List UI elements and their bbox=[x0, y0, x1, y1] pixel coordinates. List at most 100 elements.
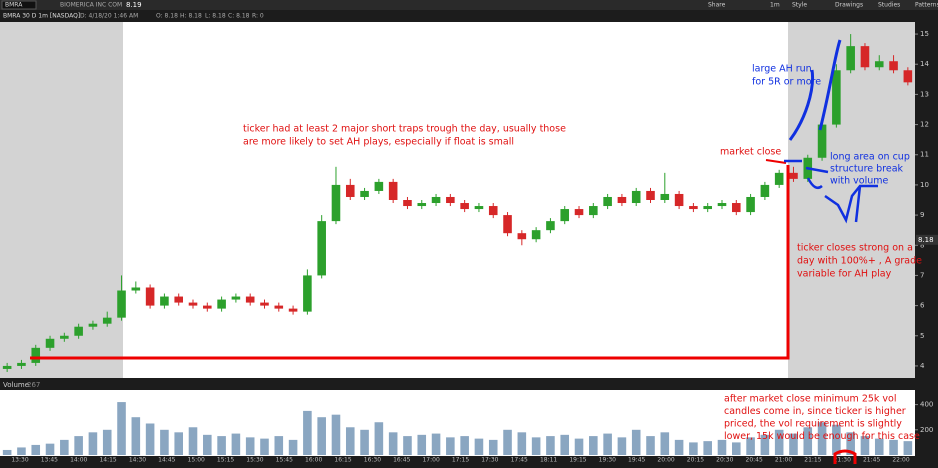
volume-bar bbox=[231, 433, 241, 455]
candle-body bbox=[889, 61, 898, 71]
annotation: are more likely to set AH plays, especia… bbox=[243, 137, 514, 148]
candle-body bbox=[689, 206, 698, 210]
candle-body bbox=[589, 206, 598, 216]
candle-body bbox=[631, 190, 641, 204]
volume-value: 267 bbox=[27, 381, 40, 389]
candle-body bbox=[732, 203, 741, 213]
toolbar-button[interactable]: Style bbox=[792, 2, 807, 9]
y-tick-label: 5 bbox=[920, 332, 924, 340]
x-tick-label: 16:00 bbox=[305, 457, 322, 464]
volume-bar bbox=[102, 429, 112, 455]
candle-body bbox=[560, 209, 570, 222]
annotation: after market close minimum 25k vol bbox=[724, 394, 897, 405]
volume-bar bbox=[560, 434, 570, 455]
annotation: day with 100%+ , A grade bbox=[797, 256, 922, 267]
volume-bar bbox=[803, 427, 813, 455]
candle-body bbox=[860, 46, 870, 68]
volume-bar bbox=[903, 441, 913, 455]
x-tick-label: 15:30 bbox=[246, 457, 263, 464]
x-tick-label: 19:30 bbox=[599, 457, 616, 464]
volume-bar bbox=[260, 438, 269, 455]
volume-bar bbox=[74, 436, 83, 455]
volume-bar bbox=[874, 438, 884, 455]
annotation: ticker closes strong on a bbox=[797, 243, 913, 254]
candle-body bbox=[360, 190, 369, 197]
x-tick-label: 21:30 bbox=[834, 457, 851, 464]
actions: Share 1m Style Drawings Studies Patterns bbox=[708, 2, 938, 9]
volume-bar bbox=[660, 432, 670, 455]
x-tick-label: 17:45 bbox=[511, 457, 528, 464]
plot: 4 5 6 7 8 9 10 11 12 13 14 15 8.18 200 400 13:30 13:45 14… bbox=[2, 30, 938, 464]
toolbar-button[interactable]: 1m bbox=[770, 2, 780, 9]
blue-scribble bbox=[784, 159, 878, 224]
volume-bar bbox=[474, 438, 484, 455]
volume-bar bbox=[760, 434, 770, 455]
candle-body bbox=[603, 196, 612, 207]
volume-bar bbox=[88, 432, 98, 455]
volume-bar bbox=[817, 422, 827, 455]
symbol: BMRA bbox=[5, 2, 23, 9]
volume-bar bbox=[374, 422, 384, 455]
x-tick-label: 21:15 bbox=[804, 457, 821, 464]
x-tick-label: 17:15 bbox=[452, 457, 469, 464]
v-tick-label: 400 bbox=[920, 401, 933, 409]
candle-body bbox=[31, 347, 41, 363]
volume-bar bbox=[689, 442, 698, 455]
toolbar-button[interactable]: Share bbox=[708, 2, 726, 9]
candle-body bbox=[488, 206, 498, 216]
candle-body bbox=[460, 203, 469, 210]
volume-bar bbox=[488, 439, 498, 455]
symbol-box[interactable] bbox=[1, 0, 37, 10]
header-high: H: 8.18 bbox=[180, 13, 202, 20]
y-tick-label: 11 bbox=[920, 151, 929, 159]
volume-bar bbox=[674, 439, 684, 455]
annotation: priced, the vol requirement is slightly bbox=[724, 419, 902, 430]
candle-body bbox=[231, 296, 241, 300]
y-tick-label: 9 bbox=[920, 211, 924, 219]
candle-body bbox=[503, 215, 512, 234]
candle-body bbox=[331, 184, 341, 222]
volume-bar bbox=[317, 417, 326, 455]
candle-body bbox=[303, 275, 312, 312]
volume-bar bbox=[860, 436, 870, 455]
volume-bar bbox=[732, 442, 741, 455]
x-tick-label: 20:00 bbox=[657, 457, 674, 464]
x-tick-label: 13:45 bbox=[41, 457, 58, 464]
volume-bar bbox=[388, 432, 398, 455]
candle-body bbox=[660, 193, 670, 200]
toolbar-button[interactable]: Drawings bbox=[835, 2, 863, 9]
x-tick-label: 14:45 bbox=[158, 457, 175, 464]
header-range: R: 0 bbox=[252, 13, 264, 20]
candle-body bbox=[717, 203, 727, 207]
current-price-box bbox=[916, 234, 938, 245]
x-tick-label: 14:00 bbox=[70, 457, 87, 464]
plot-area bbox=[0, 22, 915, 378]
volume-bar bbox=[617, 437, 627, 455]
volume-bar bbox=[145, 423, 155, 455]
volume-bar bbox=[631, 429, 641, 455]
volume-bar bbox=[460, 436, 469, 455]
volume-bar bbox=[503, 429, 512, 455]
toolbar-button[interactable]: Studies bbox=[878, 2, 900, 9]
volume-bar bbox=[245, 437, 255, 455]
volume-bar bbox=[603, 433, 612, 455]
candle-body bbox=[531, 230, 541, 240]
candle-body bbox=[174, 296, 183, 303]
candle-body bbox=[131, 287, 141, 291]
candle-body bbox=[760, 184, 770, 197]
volume-bar bbox=[331, 414, 341, 455]
candle-body bbox=[74, 326, 83, 336]
candle-body bbox=[846, 46, 855, 71]
candle-body bbox=[674, 193, 684, 207]
annotation: market close bbox=[720, 147, 781, 158]
toolbar-button[interactable]: Patterns bbox=[915, 2, 938, 9]
volume-bar bbox=[174, 432, 183, 455]
y-tick-label: 8 bbox=[920, 241, 924, 249]
company: BIOMERICA INC COM bbox=[60, 2, 122, 9]
blue-scribble bbox=[788, 69, 815, 141]
candle-body bbox=[60, 335, 69, 339]
candle-body bbox=[774, 172, 784, 185]
y-tick-label: 6 bbox=[920, 302, 925, 310]
